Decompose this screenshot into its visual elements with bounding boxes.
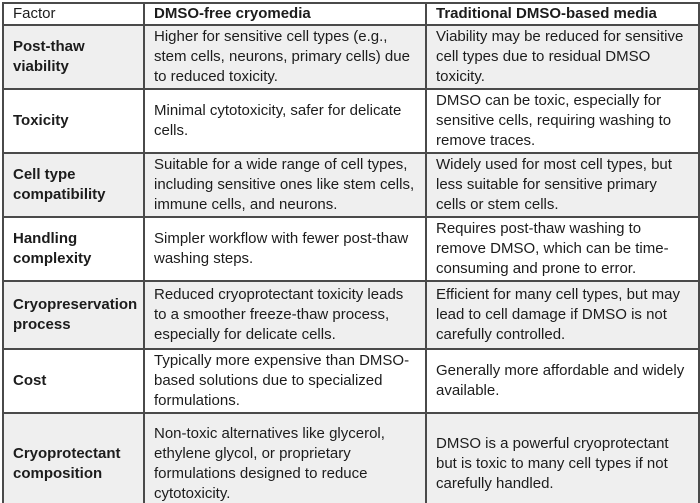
column-header-factor: Factor <box>2 2 145 26</box>
traditional-cell: Generally more affordable and widely ava… <box>425 348 700 414</box>
traditional-cell: Viability may be reduced for sensitive c… <box>425 24 700 90</box>
table-row: Cell type compatibility Suitable for a w… <box>2 152 700 218</box>
traditional-cell: Requires post-thaw washing to remove DMS… <box>425 216 700 282</box>
table-row: Handling complexity Simpler workflow wit… <box>2 216 700 282</box>
factor-cell: Cell type compatibility <box>2 152 145 218</box>
factor-cell: Handling complexity <box>2 216 145 282</box>
column-header-dmso-free: DMSO-free cryomedia <box>143 2 427 26</box>
table-row: Cryoprotectant composition Non-toxic alt… <box>2 412 700 503</box>
table-row: Post-thaw viability Higher for sensitive… <box>2 24 700 90</box>
dmso-free-cell: Non-toxic alternatives like glycerol, et… <box>143 412 427 503</box>
header-row: Factor DMSO-free cryomedia Traditional D… <box>2 2 700 26</box>
factor-cell: Cryoprotectant composition <box>2 412 145 503</box>
factor-cell: Cryopreservation process <box>2 280 145 350</box>
column-header-traditional: Traditional DMSO-based media <box>425 2 700 26</box>
traditional-cell: Widely used for most cell types, but les… <box>425 152 700 218</box>
factor-cell: Cost <box>2 348 145 414</box>
dmso-free-cell: Higher for sensitive cell types (e.g., s… <box>143 24 427 90</box>
traditional-cell: DMSO is a powerful cryoprotectant but is… <box>425 412 700 503</box>
factor-cell: Toxicity <box>2 88 145 154</box>
dmso-free-cell: Minimal cytotoxicity, safer for delicate… <box>143 88 427 154</box>
table-row: Toxicity Minimal cytotoxicity, safer for… <box>2 88 700 154</box>
table-row: Cryopreservation process Reduced cryopro… <box>2 280 700 350</box>
table-row: Cost Typically more expensive than DMSO-… <box>2 348 700 414</box>
traditional-cell: Efficient for many cell types, but may l… <box>425 280 700 350</box>
dmso-free-cell: Typically more expensive than DMSO-based… <box>143 348 427 414</box>
factor-cell: Post-thaw viability <box>2 24 145 90</box>
dmso-free-cell: Reduced cryoprotectant toxicity leads to… <box>143 280 427 350</box>
traditional-cell: DMSO can be toxic, especially for sensit… <box>425 88 700 154</box>
dmso-free-cell: Suitable for a wide range of cell types,… <box>143 152 427 218</box>
dmso-free-cell: Simpler workflow with fewer post-thaw wa… <box>143 216 427 282</box>
